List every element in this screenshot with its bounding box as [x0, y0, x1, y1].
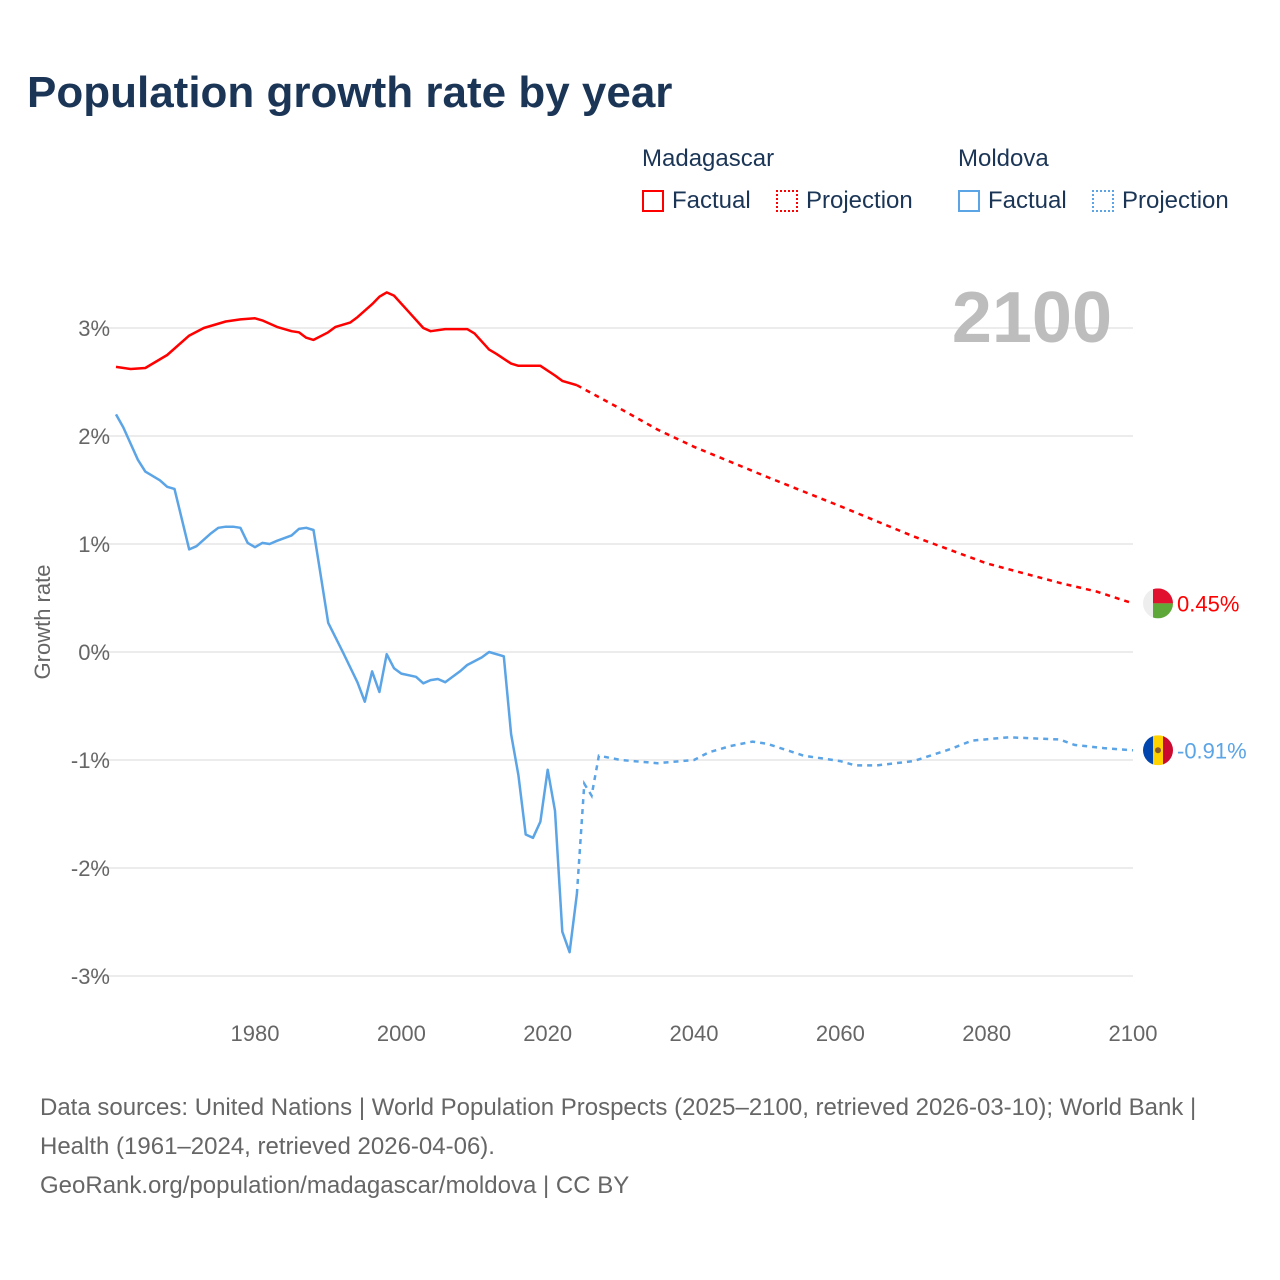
madagascar-flag-icon [1143, 588, 1173, 619]
y-axis-label: Growth rate [30, 565, 55, 680]
moldova-projection-line [575, 736, 1134, 894]
x-tick-label: 2080 [962, 1021, 1011, 1046]
x-tick-label: 2000 [377, 1021, 426, 1046]
x-tick-label: 2100 [1109, 1021, 1158, 1046]
legend-moldova-title: Moldova [958, 145, 1049, 172]
footer: Data sources: United Nations | World Pop… [40, 1088, 1240, 1205]
y-tick-label: -3% [71, 964, 110, 989]
y-tick-label: 2% [78, 424, 110, 449]
madagascar-projection-line [576, 384, 1134, 605]
madagascar-end-label: 0.45% [1177, 591, 1239, 616]
legend-label: Projection [1122, 187, 1229, 214]
legend-label: Projection [806, 187, 913, 214]
page-title: Population growth rate by year [27, 68, 673, 117]
x-tick-label: 1980 [231, 1021, 280, 1046]
chart: 3% 2% 1% 0% -1% -2% -3% 1980 2000 2020 2040 2060 208… [30, 278, 1247, 1046]
y-tick-label: -1% [71, 748, 110, 773]
moldova-end-label: -0.91% [1177, 738, 1247, 763]
solid-swatch-icon [642, 190, 664, 212]
legend-moldova-projection[interactable]: Projection [1092, 187, 1229, 215]
dotted-swatch-icon [776, 190, 798, 212]
legend-label: Factual [988, 187, 1067, 214]
data-sources: Data sources: United Nations | World Pop… [40, 1094, 1197, 1160]
moldova-flag-icon [1143, 735, 1173, 766]
dotted-swatch-icon [1092, 190, 1114, 212]
moldova-factual-line [114, 413, 579, 954]
legend-moldova-factual[interactable]: Factual [958, 187, 1067, 215]
legend-label: Factual [672, 187, 751, 214]
legend-madagascar-projection[interactable]: Projection [776, 187, 913, 215]
x-tick-label: 2060 [816, 1021, 865, 1046]
y-tick-label: 1% [78, 532, 110, 557]
madagascar-factual-line [115, 291, 578, 387]
year-label: 2100 [952, 278, 1112, 358]
x-tick-label: 2020 [523, 1021, 572, 1046]
y-tick-label: 0% [78, 640, 110, 665]
attribution-link[interactable]: GeoRank.org/population/madagascar/moldov… [40, 1172, 630, 1199]
x-tick-label: 2040 [670, 1021, 719, 1046]
legend-madagascar-title: Madagascar [642, 145, 775, 172]
y-tick-label: 3% [78, 316, 110, 341]
y-tick-label: -2% [71, 856, 110, 881]
solid-swatch-icon [958, 190, 980, 212]
legend-madagascar-factual[interactable]: Factual [642, 187, 751, 215]
